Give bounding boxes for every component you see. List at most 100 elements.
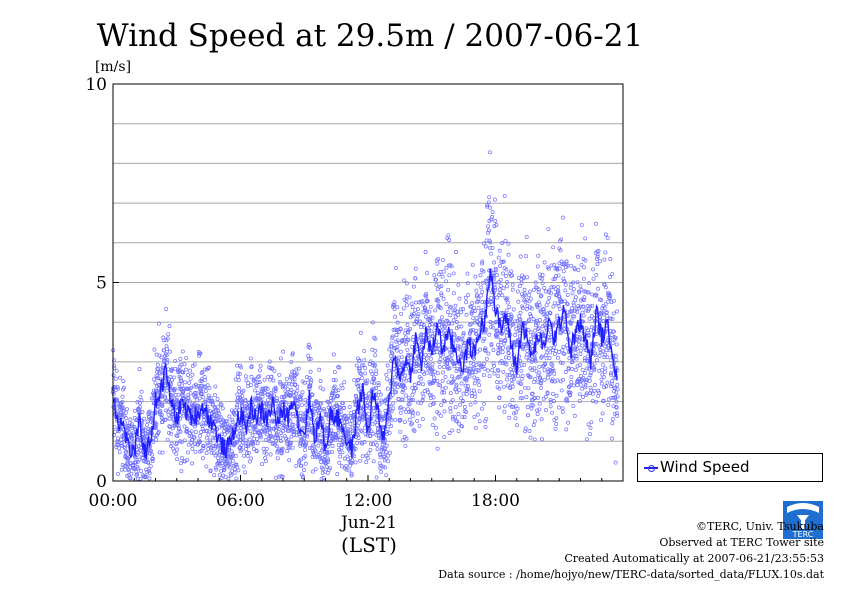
- wind-speed-point: [555, 378, 560, 383]
- wind-speed-point: [202, 414, 207, 419]
- wind-speed-point: [404, 436, 409, 441]
- wind-speed-point: [298, 410, 303, 415]
- wind-speed-point: [119, 441, 124, 446]
- wind-speed-point: [535, 264, 540, 269]
- wind-speed-point: [576, 304, 581, 309]
- wind-speed-point: [407, 402, 412, 407]
- wind-speed-point: [537, 303, 542, 308]
- wind-speed-point: [444, 265, 449, 270]
- wind-speed-point: [584, 437, 589, 442]
- wind-speed-point: [129, 436, 134, 441]
- wind-speed-point: [278, 356, 283, 361]
- wind-speed-point: [448, 313, 453, 318]
- wind-speed-point: [519, 280, 524, 285]
- wind-speed-point: [611, 404, 616, 409]
- wind-speed-point: [573, 350, 578, 355]
- wind-speed-point: [451, 291, 456, 296]
- wind-speed-point: [454, 320, 459, 324]
- wind-speed-point: [435, 379, 440, 383]
- wind-speed-point: [501, 369, 506, 374]
- wind-speed-point: [411, 427, 416, 432]
- wind-speed-point: [256, 429, 261, 434]
- wind-speed-point: [486, 230, 490, 235]
- wind-speed-point: [580, 343, 585, 348]
- wind-speed-point: [337, 405, 342, 410]
- wind-speed-point: [415, 418, 420, 423]
- wind-speed-point: [542, 286, 547, 290]
- wind-speed-point: [267, 430, 272, 435]
- wind-speed-point: [291, 414, 296, 419]
- wind-speed-point: [120, 404, 124, 409]
- wind-speed-point: [241, 388, 246, 393]
- wind-speed-point: [450, 414, 455, 419]
- wind-speed-point: [501, 286, 506, 291]
- wind-speed-point: [608, 384, 613, 389]
- wind-speed-point: [489, 341, 494, 346]
- wind-speed-point: [152, 388, 157, 393]
- wind-speed-point: [458, 347, 463, 352]
- wind-speed-point: [469, 328, 474, 333]
- wind-speed-point: [204, 451, 209, 456]
- wind-speed-point: [179, 378, 184, 383]
- wind-speed-point: [111, 391, 116, 396]
- wind-speed-point: [589, 314, 594, 319]
- wind-speed-point: [444, 302, 449, 307]
- wind-speed-point: [392, 345, 396, 350]
- wind-speed-point: [381, 464, 386, 469]
- wind-speed-point: [561, 215, 565, 220]
- wind-speed-point: [414, 319, 419, 324]
- wind-speed-point: [307, 445, 312, 450]
- wind-speed-point: [413, 300, 418, 305]
- wind-speed-point: [527, 429, 532, 433]
- wind-speed-point: [604, 384, 609, 389]
- wind-speed-point: [550, 391, 555, 396]
- wind-speed-point: [389, 417, 394, 422]
- wind-speed-point: [606, 299, 610, 304]
- wind-speed-point: [492, 363, 496, 368]
- wind-speed-point: [573, 295, 578, 300]
- wind-speed-point: [121, 379, 126, 384]
- wind-speed-point: [190, 461, 195, 466]
- wind-speed-point: [332, 395, 336, 400]
- wind-speed-point: [597, 390, 602, 395]
- wind-speed-point: [332, 370, 337, 375]
- wind-speed-point: [446, 287, 451, 292]
- wind-speed-point: [428, 315, 433, 320]
- wind-speed-point: [348, 422, 353, 427]
- wind-speed-point: [548, 404, 553, 409]
- wind-speed-point: [400, 382, 405, 387]
- wind-speed-point: [187, 399, 192, 404]
- credits-block: ©TERC, Univ. Tsukuba Observed at TERC To…: [438, 519, 824, 583]
- wind-speed-point: [612, 411, 617, 416]
- wind-speed-point: [443, 385, 448, 390]
- wind-speed-point: [590, 325, 594, 330]
- wind-speed-point: [282, 384, 287, 389]
- wind-speed-point: [575, 309, 580, 314]
- wind-speed-point: [517, 284, 522, 289]
- wind-speed-point: [137, 405, 142, 410]
- wind-speed-point: [609, 395, 614, 400]
- wind-speed-point: [480, 300, 485, 305]
- wind-speed-point: [186, 373, 190, 377]
- wind-speed-point: [561, 377, 565, 382]
- wind-speed-point: [545, 311, 550, 316]
- wind-speed-point: [493, 266, 498, 271]
- wind-speed-point: [407, 398, 412, 403]
- wind-speed-point: [590, 303, 595, 308]
- wind-speed-point: [146, 469, 151, 474]
- wind-speed-point: [514, 410, 518, 415]
- wind-speed-point: [391, 406, 396, 411]
- wind-speed-point: [116, 413, 121, 417]
- wind-speed-point: [574, 354, 579, 359]
- wind-speed-point: [196, 442, 201, 447]
- wind-speed-point: [400, 397, 405, 402]
- wind-speed-point: [498, 263, 503, 268]
- wind-speed-point: [326, 460, 330, 464]
- wind-speed-point: [596, 248, 601, 253]
- wind-speed-point: [571, 403, 576, 408]
- wind-speed-point: [432, 416, 437, 421]
- wind-speed-point: [576, 254, 581, 259]
- wind-speed-point: [402, 407, 407, 412]
- wind-speed-point: [602, 352, 607, 357]
- wind-speed-point: [389, 341, 394, 346]
